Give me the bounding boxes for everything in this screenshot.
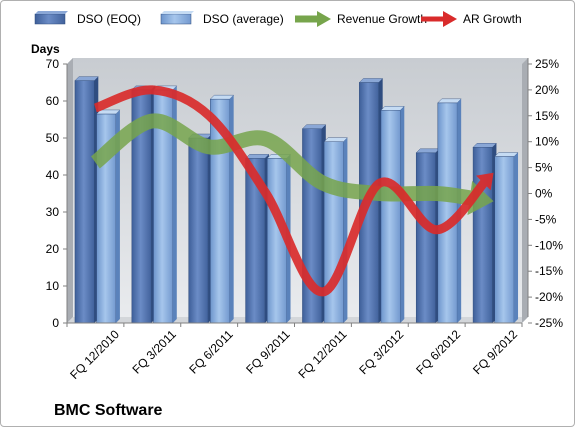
bar-dso-average-1 xyxy=(152,85,178,324)
bar-dso-average-2 xyxy=(209,94,235,324)
y2-tick-label: -5% xyxy=(535,212,557,226)
y-axis-title: Days xyxy=(31,42,60,56)
y-tick-label: 30 xyxy=(46,205,60,219)
legend: DSO (EOQ) DSO (average) Revenue Growth AR G… xyxy=(34,11,522,27)
y2-tick-label: -10% xyxy=(535,238,563,252)
y-tick-label: 10 xyxy=(46,279,60,293)
y2-tick-label: 0% xyxy=(535,187,553,201)
bar-dso-eoq-0 xyxy=(74,76,99,324)
legend-label: DSO (average) xyxy=(203,12,284,26)
bar-dso-eoq-6 xyxy=(415,148,441,324)
legend-label: AR Growth xyxy=(463,12,522,26)
x-tick-label: FQ 3/2012 xyxy=(356,327,406,377)
y2-tick-label: 20% xyxy=(535,83,559,97)
ar-growth-arrow-head xyxy=(476,172,494,191)
legend-label: DSO (EOQ) xyxy=(77,12,141,26)
legend-item-ar-growth: AR Growth xyxy=(421,11,522,27)
bar-dso-average-7 xyxy=(494,152,519,324)
x-tick-label: FQ 12/2010 xyxy=(67,327,122,382)
bar-dso-average-5 xyxy=(380,106,405,324)
y-tick-label: 60 xyxy=(46,94,60,108)
plot-floor xyxy=(67,317,528,323)
legend-swatch xyxy=(34,13,66,25)
x-tick-label: FQ 3/2011 xyxy=(130,327,180,377)
y2-tick-label: 5% xyxy=(535,161,553,175)
y2-tick-label: 25% xyxy=(535,57,559,71)
series-ar-growth xyxy=(93,85,494,297)
plot-side-wall xyxy=(67,58,73,323)
bar-layer xyxy=(74,76,519,324)
x-tick-label: FQ 6/2012 xyxy=(413,327,463,377)
legend-item-dso-average: DSO (average) xyxy=(160,11,284,26)
y2-tick-label: -25% xyxy=(535,316,563,330)
y-tick-label: 20 xyxy=(46,242,60,256)
y2-tick-label: 10% xyxy=(535,135,559,149)
x-tick-label: FQ 12/2011 xyxy=(295,327,349,381)
bar-dso-average-4 xyxy=(323,137,348,324)
legend-item-revenue-growth: Revenue Growth xyxy=(295,11,427,27)
legend-item-dso-eoq: DSO (EOQ) xyxy=(34,11,141,26)
x-tick-label: FQ 9/2011 xyxy=(243,327,293,377)
y2-tick-label: 15% xyxy=(535,109,559,123)
bar-dso-average-6 xyxy=(437,98,462,324)
y-tick-label: 70 xyxy=(46,57,60,71)
line-layer xyxy=(90,85,494,297)
bar-dso-eoq-2 xyxy=(188,133,213,324)
y2-tick-label: -20% xyxy=(535,290,563,304)
y2-tick-label: -15% xyxy=(535,264,563,278)
x-tick-label: FQ 6/2011 xyxy=(186,327,236,377)
y-tick-label: 40 xyxy=(46,168,60,182)
y-tick-label: 50 xyxy=(46,131,60,145)
legend-label: Revenue Growth xyxy=(337,12,427,26)
bar-dso-eoq-7 xyxy=(472,143,497,324)
x-tick-label: FQ 9/2012 xyxy=(470,327,520,377)
legend-swatch xyxy=(160,13,192,25)
company-label: BMC Software xyxy=(54,402,163,419)
plot-right-wall xyxy=(522,58,528,323)
y-tick-label: 0 xyxy=(52,316,59,330)
